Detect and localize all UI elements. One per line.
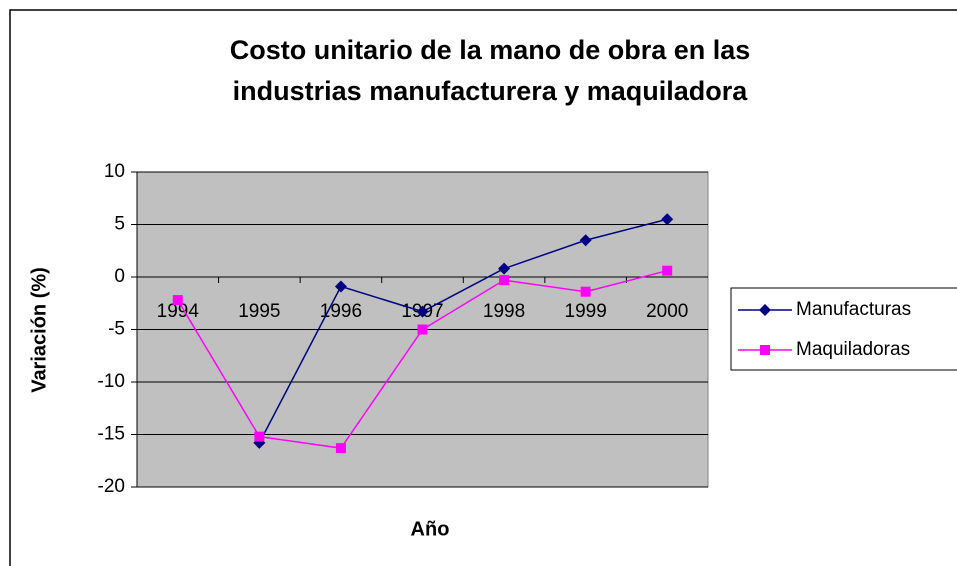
- data-point: [254, 431, 265, 442]
- x-tick-label: 1998: [483, 301, 525, 322]
- data-point: [416, 305, 429, 318]
- data-point: [334, 280, 347, 293]
- x-axis-label: Año: [411, 518, 450, 540]
- chart-title: Costo unitario de la mano de obra en las: [230, 35, 751, 65]
- y-tick-label: -20: [98, 476, 125, 497]
- y-axis-label: Variación (%): [28, 267, 50, 393]
- legend-marker: [759, 304, 771, 316]
- legend: [730, 287, 957, 371]
- legend-label: Manufacturas: [796, 299, 911, 320]
- y-tick-label: -10: [98, 371, 125, 392]
- y-tick-label: -5: [108, 319, 125, 340]
- data-point: [172, 295, 183, 306]
- legend-marker: [760, 345, 770, 355]
- legend-label: Maquiladoras: [796, 339, 910, 360]
- data-point: [580, 286, 591, 297]
- x-tick-label: 1995: [238, 301, 280, 322]
- y-tick-label: -15: [98, 424, 125, 445]
- x-tick-label: 1999: [565, 301, 607, 322]
- data-point: [417, 324, 428, 335]
- y-tick-label: 5: [114, 214, 125, 235]
- x-tick-label: 2000: [646, 301, 688, 322]
- data-point: [579, 234, 592, 247]
- x-tick-label: 1994: [157, 301, 200, 322]
- y-tick-label: 0: [114, 266, 125, 287]
- data-point: [661, 213, 674, 226]
- data-point: [498, 262, 511, 275]
- data-point: [499, 275, 510, 286]
- chart-title: industrias manufacturera y maquiladora: [233, 76, 749, 106]
- y-tick-label: 10: [104, 161, 125, 182]
- series-line: [258, 218, 668, 444]
- data-point: [662, 265, 673, 276]
- x-tick-label: 1996: [320, 301, 362, 322]
- data-point: [335, 443, 346, 454]
